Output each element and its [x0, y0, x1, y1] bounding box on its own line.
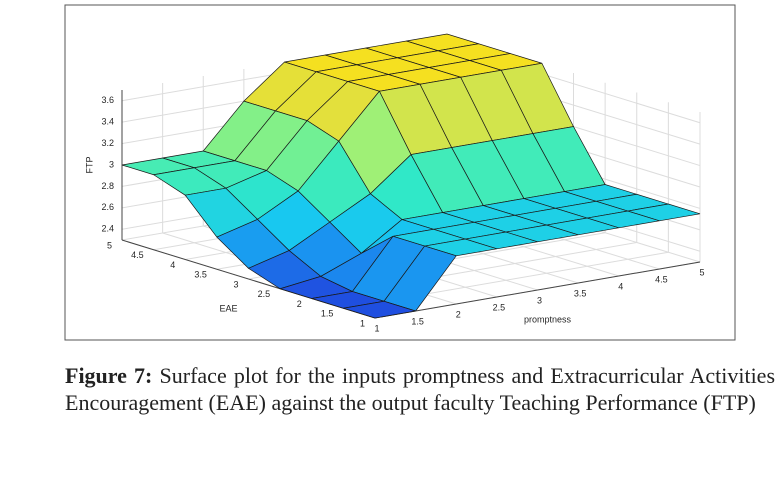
x-tick-label: 3	[537, 295, 542, 305]
x-tick-label: 1	[374, 323, 379, 333]
x-tick-label: 3.5	[574, 288, 587, 298]
y-tick-label: 4	[170, 260, 175, 270]
x-tick-label: 1.5	[411, 316, 424, 326]
x-tick-label: 4.5	[655, 274, 668, 284]
figure: 1 1.5 2 2.5 3 3.5 4 4.5 5 1 1.5 2 2.5 3 3.5 4 4.5 5 2.4 2.6…	[64, 4, 736, 341]
z-tick-label: 3	[109, 159, 114, 169]
y-tick-label: 1	[360, 318, 365, 328]
y-axis-label: EAE	[219, 303, 237, 313]
z-tick-label: 3.6	[101, 95, 114, 105]
figure-label: Figure 7:	[65, 363, 153, 388]
y-tick-label: 5	[107, 240, 112, 250]
z-axis-label: FTP	[84, 157, 94, 174]
z-tick-label: 2.4	[101, 224, 114, 234]
x-tick-label: 4	[618, 281, 623, 291]
z-tick-label: 3.2	[101, 138, 114, 148]
y-tick-label: 2	[297, 299, 302, 309]
z-tick-label: 2.8	[101, 181, 114, 191]
y-tick-label: 2.5	[258, 289, 271, 299]
x-tick-label: 2.5	[493, 302, 506, 312]
z-tick-label: 2.6	[101, 202, 114, 212]
surface-face	[343, 300, 416, 319]
caption: Figure 7: Surface plot for the inputs pr…	[65, 362, 775, 416]
caption-text: Surface plot for the inputs promptness a…	[65, 363, 776, 415]
x-tick-label: 2	[456, 309, 461, 319]
y-tick-label: 3	[233, 279, 238, 289]
y-tick-label: 4.5	[131, 250, 144, 260]
axis-line	[374, 261, 701, 319]
x-axis-label: promptness	[524, 314, 572, 324]
z-tick-label: 3.4	[101, 117, 114, 127]
y-tick-label: 3.5	[194, 270, 207, 280]
y-tick-label: 1.5	[321, 309, 334, 319]
x-tick-label: 5	[699, 267, 704, 277]
